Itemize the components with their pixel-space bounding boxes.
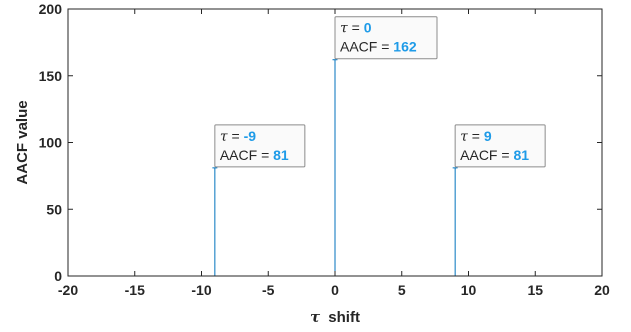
- datatip-aacf-label: AACF =: [460, 147, 513, 163]
- datatip-aacf-line: AACF = 81: [220, 147, 289, 163]
- x-axis-label: τ shift: [310, 308, 360, 326]
- y-tick-label: 150: [39, 68, 63, 84]
- x-tick-label: 15: [527, 282, 543, 298]
- x-tick-label: 5: [398, 282, 406, 298]
- datatip-tau-line: τ = -9: [220, 128, 256, 145]
- datatip-aacf-value: 81: [513, 147, 529, 163]
- y-tick-label: 200: [39, 1, 63, 17]
- datatip-tau-line: τ = 9: [460, 128, 492, 145]
- x-tick-label: 10: [461, 282, 477, 298]
- datatips-group: τ = -9 AACF = 81 τ = 0 AACF = 162 τ = 9 AACF …: [214, 16, 546, 168]
- x-tick-label: -10: [191, 282, 211, 298]
- y-tick-label: 100: [39, 135, 63, 151]
- y-axis-label: AACF value: [14, 100, 31, 184]
- y-tick-label: 0: [54, 268, 62, 284]
- datatip-box: [454, 124, 546, 168]
- datatip-tau-value: -9: [244, 128, 257, 144]
- datatip-tau-symbol: τ: [220, 129, 228, 145]
- datatip-aacf-label: AACF =: [340, 39, 393, 55]
- x-axis-label-symbol: τ: [310, 308, 321, 326]
- datatip-aacf-value: 81: [273, 147, 289, 163]
- datatip-aacf-label: AACF =: [220, 147, 273, 163]
- datatip: τ = -9 AACF = 81: [214, 124, 306, 168]
- datatip-aacf-line: AACF = 162: [340, 39, 417, 55]
- datatip-tau-eq: =: [228, 128, 244, 144]
- x-axis-label-text: shift: [328, 309, 360, 326]
- x-tick-label: 20: [594, 282, 610, 298]
- datatip-box: [214, 124, 306, 168]
- datatip-aacf-line: AACF = 81: [460, 147, 529, 163]
- datatip-tau-symbol: τ: [460, 129, 468, 145]
- stems-group: [105, 59, 565, 277]
- datatip: τ = 9 AACF = 81: [454, 124, 546, 168]
- datatip-tau-symbol: τ: [340, 21, 348, 37]
- datatip-aacf-value: 162: [393, 39, 417, 55]
- y-tick-label: 50: [46, 201, 62, 217]
- x-tick-label: -5: [262, 282, 275, 298]
- datatip-tau-eq: =: [468, 128, 484, 144]
- x-tick-label: -15: [125, 282, 145, 298]
- datatip-tau-eq: =: [348, 20, 364, 36]
- x-tick-label: -20: [58, 282, 78, 298]
- datatip-tau-line: τ = 0: [340, 20, 372, 37]
- datatip-tau-value: 9: [484, 128, 492, 144]
- datatip-box: [334, 16, 438, 60]
- datatip-tau-value: 0: [364, 20, 372, 36]
- datatip: τ = 0 AACF = 162: [334, 16, 438, 60]
- x-tick-label: 0: [331, 282, 339, 298]
